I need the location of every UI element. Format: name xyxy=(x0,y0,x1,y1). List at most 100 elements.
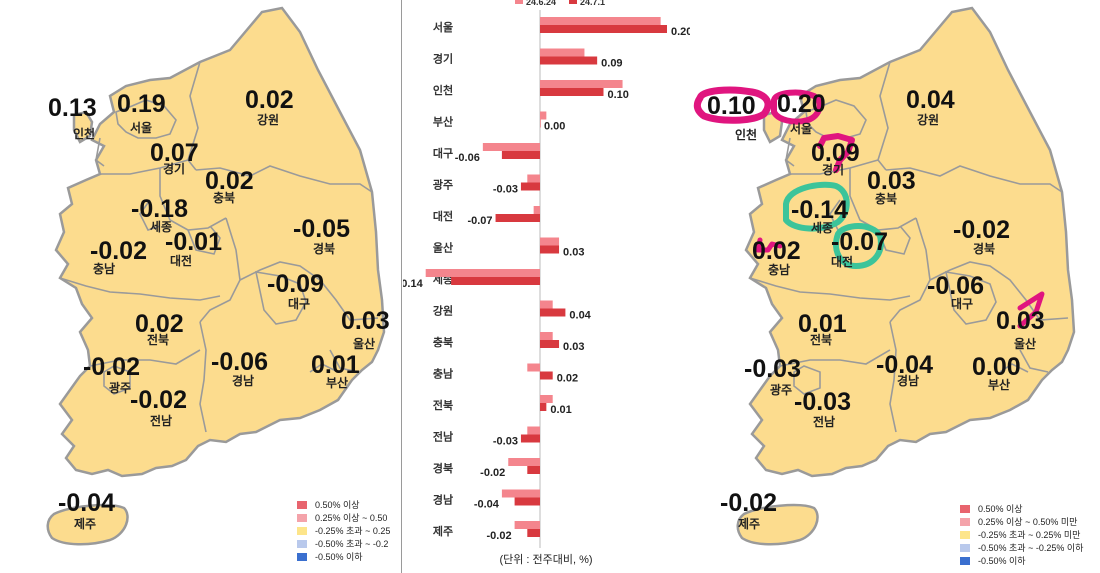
left-map-legend: 0.50% 이상 0.25% 이상 ~ 0.50 -0.25% 초과 ~ 0.25 -… xyxy=(297,498,390,563)
province-borders xyxy=(59,61,379,433)
busan-value: 0.01 xyxy=(311,351,360,379)
chungnam-value: 0.02 xyxy=(752,237,801,265)
legend-label: -0.25% 초과 ~ 0.25 xyxy=(315,526,391,536)
chungbuk-value: 0.03 xyxy=(867,167,916,195)
legend-swatch xyxy=(960,530,970,539)
data-label: 0.20 xyxy=(671,26,690,38)
bar-series-2 xyxy=(540,403,547,411)
legend-item: -0.25% 초과 ~ 0.25% 미만 xyxy=(960,528,1083,541)
category-label: 충남 xyxy=(433,367,453,381)
bar-series-1 xyxy=(514,521,540,529)
jeonnam-value: -0.02 xyxy=(130,386,187,414)
bar-series-2 xyxy=(514,497,540,506)
bar-series-2 xyxy=(540,308,566,317)
seoul-label: 서울 xyxy=(130,121,153,135)
daegu-label: 대구 xyxy=(951,297,974,311)
daegu-value: -0.09 xyxy=(267,270,324,298)
category-label: 울산 xyxy=(433,241,453,255)
sejong-value: -0.14 xyxy=(791,196,848,224)
jeju-value: -0.02 xyxy=(720,489,777,517)
incheon-island-shape xyxy=(72,110,94,144)
jeonbuk-value: 0.01 xyxy=(798,310,847,338)
ulsan-label: 울산 xyxy=(1014,337,1037,351)
gyeongbuk-value: -0.05 xyxy=(293,215,350,243)
gangwon-value: 0.02 xyxy=(245,86,294,114)
bar-series-2 xyxy=(540,88,604,96)
right-map-shape xyxy=(693,6,1076,546)
bar-series-1 xyxy=(540,237,560,246)
gwangju-value: -0.03 xyxy=(744,355,801,383)
bar-series-1 xyxy=(482,143,540,151)
legend-swatch xyxy=(297,526,307,535)
jeju-island-shape xyxy=(736,503,819,546)
data-label: -0.02 xyxy=(487,530,512,542)
jeonbuk-value: 0.02 xyxy=(135,310,184,338)
bar-series-2 xyxy=(540,340,560,348)
jeonbuk-label: 전북 xyxy=(810,333,833,347)
bar-series-1 xyxy=(508,458,540,466)
seoul-highlight xyxy=(771,89,823,125)
bar-series-2 xyxy=(501,151,540,159)
gyeongnam-label: 경남 xyxy=(232,374,255,388)
category-label: 충북 xyxy=(433,335,453,349)
seoul-value: 0.20 xyxy=(777,90,826,118)
incheon-label: 인천 xyxy=(73,127,96,141)
bar-series-1 xyxy=(501,489,540,498)
bar-series-2 xyxy=(540,245,560,254)
mainland-shape xyxy=(744,6,1076,478)
category-label: 경북 xyxy=(433,461,453,475)
chungbuk-label: 충북 xyxy=(875,192,898,206)
seoul-label: 서울 xyxy=(790,122,813,136)
chungnam-highlight xyxy=(755,237,783,253)
ulsan-value: 0.03 xyxy=(996,307,1045,335)
category-label: 광주 xyxy=(433,179,453,192)
unit-note: (단위 : 전주대비, %) xyxy=(499,553,592,566)
category-label: 대전 xyxy=(433,209,453,223)
legend-swatch xyxy=(297,500,307,509)
bar-series-2 xyxy=(540,25,667,33)
chungnam-label: 충남 xyxy=(93,262,116,276)
daejeon-label: 대전 xyxy=(831,255,854,269)
bar-series-1 xyxy=(425,269,540,277)
daegu-label: 대구 xyxy=(288,297,311,311)
korea-landmass xyxy=(46,6,386,546)
gyeongnam-label: 경남 xyxy=(897,374,920,388)
seoul-value: 0.19 xyxy=(117,90,166,118)
category-label: 서울 xyxy=(433,20,453,34)
chungbuk-label: 충북 xyxy=(213,191,236,205)
data-label: 0.09 xyxy=(601,58,622,70)
category-label: 전북 xyxy=(433,398,453,412)
gwangju-label: 광주 xyxy=(770,383,793,397)
sejong-highlight xyxy=(783,181,850,232)
gwangju-label: 광주 xyxy=(109,381,132,395)
right-map-legend: 0.50% 이상 0.25% 이상 ~ 0.50% 미만 -0.25% 초과 ~ 0… xyxy=(960,502,1083,567)
legend-item: -0.50% 초과 ~ -0.25% 이하 xyxy=(960,541,1083,554)
gangwon-label: 강원 xyxy=(917,113,940,127)
gyeonggi-value: 0.07 xyxy=(150,139,199,167)
legend-label-series-2: 24.7.1 xyxy=(580,0,605,7)
daegu-value: -0.06 xyxy=(927,272,984,300)
bar-series-2 xyxy=(540,56,598,65)
legend-swatch xyxy=(297,552,307,561)
bar-series-2 xyxy=(520,182,540,191)
chungnam-label: 충남 xyxy=(768,263,791,277)
korea-landmass xyxy=(736,6,1076,546)
jeonnam-label: 전남 xyxy=(813,415,836,429)
gangwon-label: 강원 xyxy=(257,113,280,127)
incheon-value: 0.10 xyxy=(707,92,756,120)
right-map-panel: 0.20 서울 0.09 경기 0.10 인천 0.00 부산 -0.06 대구 -0.03 광주 -0… xyxy=(690,0,1100,573)
legend-label: -0.50% 초과 ~ -0.25% 이하 xyxy=(978,543,1084,553)
category-label: 대구 xyxy=(433,146,453,160)
category-label: 부산 xyxy=(433,115,453,129)
legend-item: -0.25% 초과 ~ 0.25 xyxy=(297,524,390,537)
data-label: -0.03 xyxy=(493,436,518,448)
legend-item: -0.50% 초과 ~ -0.2 xyxy=(297,537,390,550)
bar-series-1 xyxy=(540,395,553,403)
legend-swatch-series-2 xyxy=(569,0,577,4)
jeonnam-label: 전남 xyxy=(150,414,173,428)
daejeon-label: 대전 xyxy=(170,254,193,268)
gyeongbuk-label: 경북 xyxy=(973,242,996,256)
bar-series-2 xyxy=(520,434,540,443)
data-label: 0.01 xyxy=(550,404,571,416)
legend-label: -0.50% 이하 xyxy=(978,556,1026,566)
